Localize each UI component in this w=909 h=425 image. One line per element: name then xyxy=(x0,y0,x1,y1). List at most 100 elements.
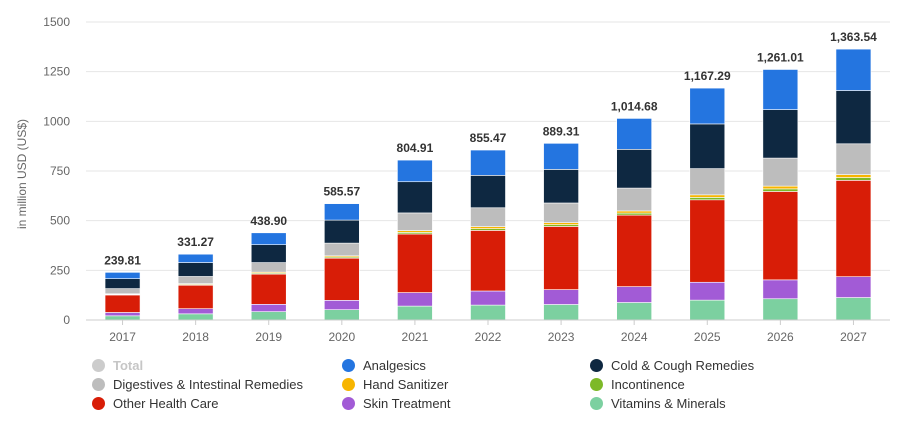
bar-stack-2027[interactable] xyxy=(835,48,872,321)
bar-stack-2026[interactable] xyxy=(762,69,799,321)
legend-item[interactable]: Vitamins & Minerals xyxy=(590,396,726,411)
bar-segment[interactable] xyxy=(616,302,652,321)
bar-stack-2021[interactable] xyxy=(397,159,433,321)
bar-segment[interactable] xyxy=(835,174,872,178)
legend-item[interactable]: Cold & Cough Remedies xyxy=(590,358,754,373)
bar-segment[interactable] xyxy=(470,290,506,306)
bar-segment[interactable] xyxy=(324,257,360,301)
bar-segment[interactable] xyxy=(689,168,726,196)
bar-stack-2020[interactable] xyxy=(324,203,360,321)
bar-segment[interactable] xyxy=(689,199,726,283)
bar-segment[interactable] xyxy=(616,149,652,189)
bar-segment[interactable] xyxy=(250,273,287,305)
bar-segment[interactable] xyxy=(470,207,506,227)
bar-segment[interactable] xyxy=(250,244,287,263)
bar-segment[interactable] xyxy=(689,123,726,169)
bar-stack-2017[interactable] xyxy=(104,272,141,321)
legend-marker-icon xyxy=(92,378,105,391)
bar-segment[interactable] xyxy=(470,304,506,321)
legend: Total Analgesics Cold & Cough Remedies Dige… xyxy=(92,358,892,424)
bar-segment[interactable] xyxy=(762,188,799,192)
bar-segment[interactable] xyxy=(324,219,360,244)
bar-segment[interactable] xyxy=(835,297,872,321)
bar-segment[interactable] xyxy=(543,304,579,321)
bar-segment[interactable] xyxy=(104,294,141,313)
bar-segment[interactable] xyxy=(616,187,652,212)
bar-segment[interactable] xyxy=(104,315,141,321)
bar-segment[interactable] xyxy=(689,194,726,198)
bar-segment[interactable] xyxy=(324,203,360,221)
bar-segment[interactable] xyxy=(104,278,141,289)
bar-segment[interactable] xyxy=(543,143,579,170)
bar-segment[interactable] xyxy=(835,143,872,175)
bar-segment[interactable] xyxy=(689,197,726,201)
bar-segment[interactable] xyxy=(762,157,799,187)
bar-segment[interactable] xyxy=(177,284,214,309)
bar-segment[interactable] xyxy=(397,159,433,183)
bar-segment[interactable] xyxy=(177,262,214,277)
bar-segment[interactable] xyxy=(762,69,799,110)
bar-segment[interactable] xyxy=(835,177,872,181)
bar-segment[interactable] xyxy=(835,48,872,91)
bar-segment[interactable] xyxy=(470,149,506,176)
bar-segment[interactable] xyxy=(762,109,799,159)
legend-item[interactable]: Incontinence xyxy=(590,377,685,392)
bar-segment[interactable] xyxy=(104,288,141,295)
bar-segment[interactable] xyxy=(762,298,799,321)
legend-item[interactable]: Hand Sanitizer xyxy=(342,377,448,392)
bar-segment[interactable] xyxy=(177,276,214,284)
bar-segment[interactable] xyxy=(470,175,506,209)
bar-segment[interactable] xyxy=(324,309,360,321)
bar-segment[interactable] xyxy=(177,308,214,315)
bar-segment[interactable] xyxy=(397,181,433,214)
bar-segment[interactable] xyxy=(397,212,433,231)
bar-segment[interactable] xyxy=(543,226,579,290)
bar-segment[interactable] xyxy=(616,210,652,214)
bar-stack-2019[interactable] xyxy=(250,232,287,321)
bar-segment[interactable] xyxy=(250,304,287,312)
bar-stack-2018[interactable] xyxy=(177,253,214,321)
bar-segment[interactable] xyxy=(324,242,360,257)
x-tick-label: 2025 xyxy=(694,330,721,344)
bar-segment[interactable] xyxy=(543,202,579,223)
legend-item[interactable]: Digestives & Intestinal Remedies xyxy=(92,377,303,392)
bar-segment[interactable] xyxy=(397,305,433,321)
bar-segment[interactable] xyxy=(324,300,360,310)
bar-segment[interactable] xyxy=(835,90,872,145)
bar-segment[interactable] xyxy=(543,169,579,204)
total-label: 239.81 xyxy=(104,253,141,267)
bar-segment[interactable] xyxy=(177,313,214,321)
bar-segment[interactable] xyxy=(616,118,652,150)
bar-segment[interactable] xyxy=(543,289,579,305)
bar-segment[interactable] xyxy=(689,87,726,125)
legend-item[interactable]: Skin Treatment xyxy=(342,396,450,411)
legend-label: Incontinence xyxy=(611,377,685,392)
bar-stack-2023[interactable] xyxy=(543,143,579,321)
bar-stack-2025[interactable] xyxy=(689,87,726,321)
legend-item[interactable]: Analgesics xyxy=(342,358,426,373)
bar-segment[interactable] xyxy=(689,281,726,301)
bar-segment[interactable] xyxy=(689,299,726,321)
bar-segment[interactable] xyxy=(470,230,506,292)
bar-segment[interactable] xyxy=(835,276,872,298)
total-label: 1,363.54 xyxy=(830,30,877,44)
bar-segment[interactable] xyxy=(762,191,799,281)
legend-item[interactable]: Other Health Care xyxy=(92,396,219,411)
bar-segment[interactable] xyxy=(616,214,652,287)
bar-segment[interactable] xyxy=(762,185,799,190)
y-tick-label: 250 xyxy=(50,263,70,277)
legend-item[interactable]: Total xyxy=(92,358,143,373)
bar-segment[interactable] xyxy=(104,312,141,317)
bar-segment[interactable] xyxy=(250,311,287,321)
bar-segment[interactable] xyxy=(250,232,287,246)
bar-stack-2024[interactable] xyxy=(616,118,652,321)
bar-segment[interactable] xyxy=(397,292,433,307)
bar-segment[interactable] xyxy=(397,233,433,293)
bar-segment[interactable] xyxy=(762,279,799,300)
bar-stack-2022[interactable] xyxy=(470,149,506,321)
bar-segment[interactable] xyxy=(250,262,287,273)
bar-segment[interactable] xyxy=(177,253,214,263)
bar-segment[interactable] xyxy=(616,286,652,303)
bar-segment[interactable] xyxy=(104,272,141,279)
bar-segment[interactable] xyxy=(835,180,872,277)
